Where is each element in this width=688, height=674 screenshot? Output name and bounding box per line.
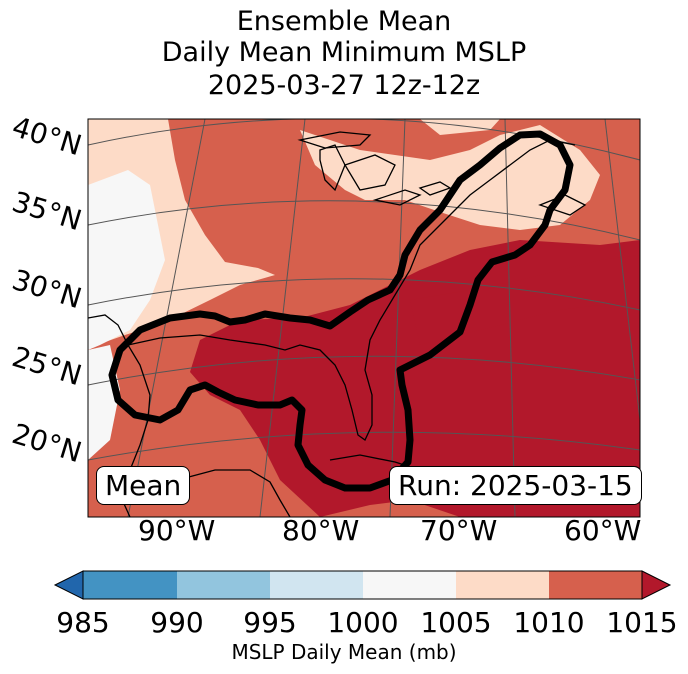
lon-label-90: 90°W [138,514,216,547]
gridline-lon-70 [389,119,406,517]
colorbar-bin-995-1000 [270,571,363,599]
gridline-lat-35 [88,200,640,241]
gridline-lat-30 [88,278,640,311]
colorbar-extend-high [641,570,672,600]
colorbar-label: MSLP Daily Mean (mb) [231,640,457,664]
colorbar [53,570,672,600]
coast-gulf-atlantic [127,139,576,441]
coast-lake-michigan [319,144,346,192]
coast-lake-erie [372,189,422,206]
lon-label-80: 80°W [282,514,360,547]
field-1005-1010-northedge [420,119,500,135]
field-1005-1010-north [300,125,600,230]
field-gt-1015-atlantic [410,255,640,345]
title-line-2: Daily Mean Minimum MSLP [161,37,527,68]
colorbar-extend-low [53,570,84,600]
colorbar-bin-1000-1005 [363,571,456,599]
coast-lake-huron [344,154,396,191]
run-date-badge: Run: 2025-03-15 [389,466,642,505]
coast-lake-superior [297,131,372,149]
colorbar-tick-1010: 1010 [513,606,585,639]
colorbar-bin-990-995 [177,571,270,599]
colorbar-tick-1000: 1000 [327,606,399,639]
title-line-1: Ensemble Mean [236,6,452,37]
gridline-lon-60 [504,119,516,517]
map-frame [87,118,641,518]
colorbar-bin-1005-1010 [456,571,549,599]
coast-lake-ontario [418,181,452,196]
colorbar-tick-985: 985 [56,606,110,639]
colorbar-tick-995: 995 [243,606,297,639]
gridline-lon-50 [604,119,640,421]
colorbar-bin-1010-1015 [549,571,642,599]
gridline-lat-25 [88,355,640,386]
lon-label-70: 70°W [420,514,498,547]
colorbar-bin-985-990 [83,571,177,599]
title-line-3: 2025-03-27 12z-12z [207,70,481,101]
gridline-lat-20 [88,431,640,461]
colorbar-frame [82,570,643,600]
colorbar-tick-1015: 1015 [606,606,678,639]
colorbar-tick-1005: 1005 [420,606,492,639]
colorbar-tick-990: 990 [150,606,204,639]
graticule [88,119,640,517]
map-area [88,119,640,517]
lon-label-60: 60°W [564,514,642,547]
mean-badge: Mean [96,466,191,505]
